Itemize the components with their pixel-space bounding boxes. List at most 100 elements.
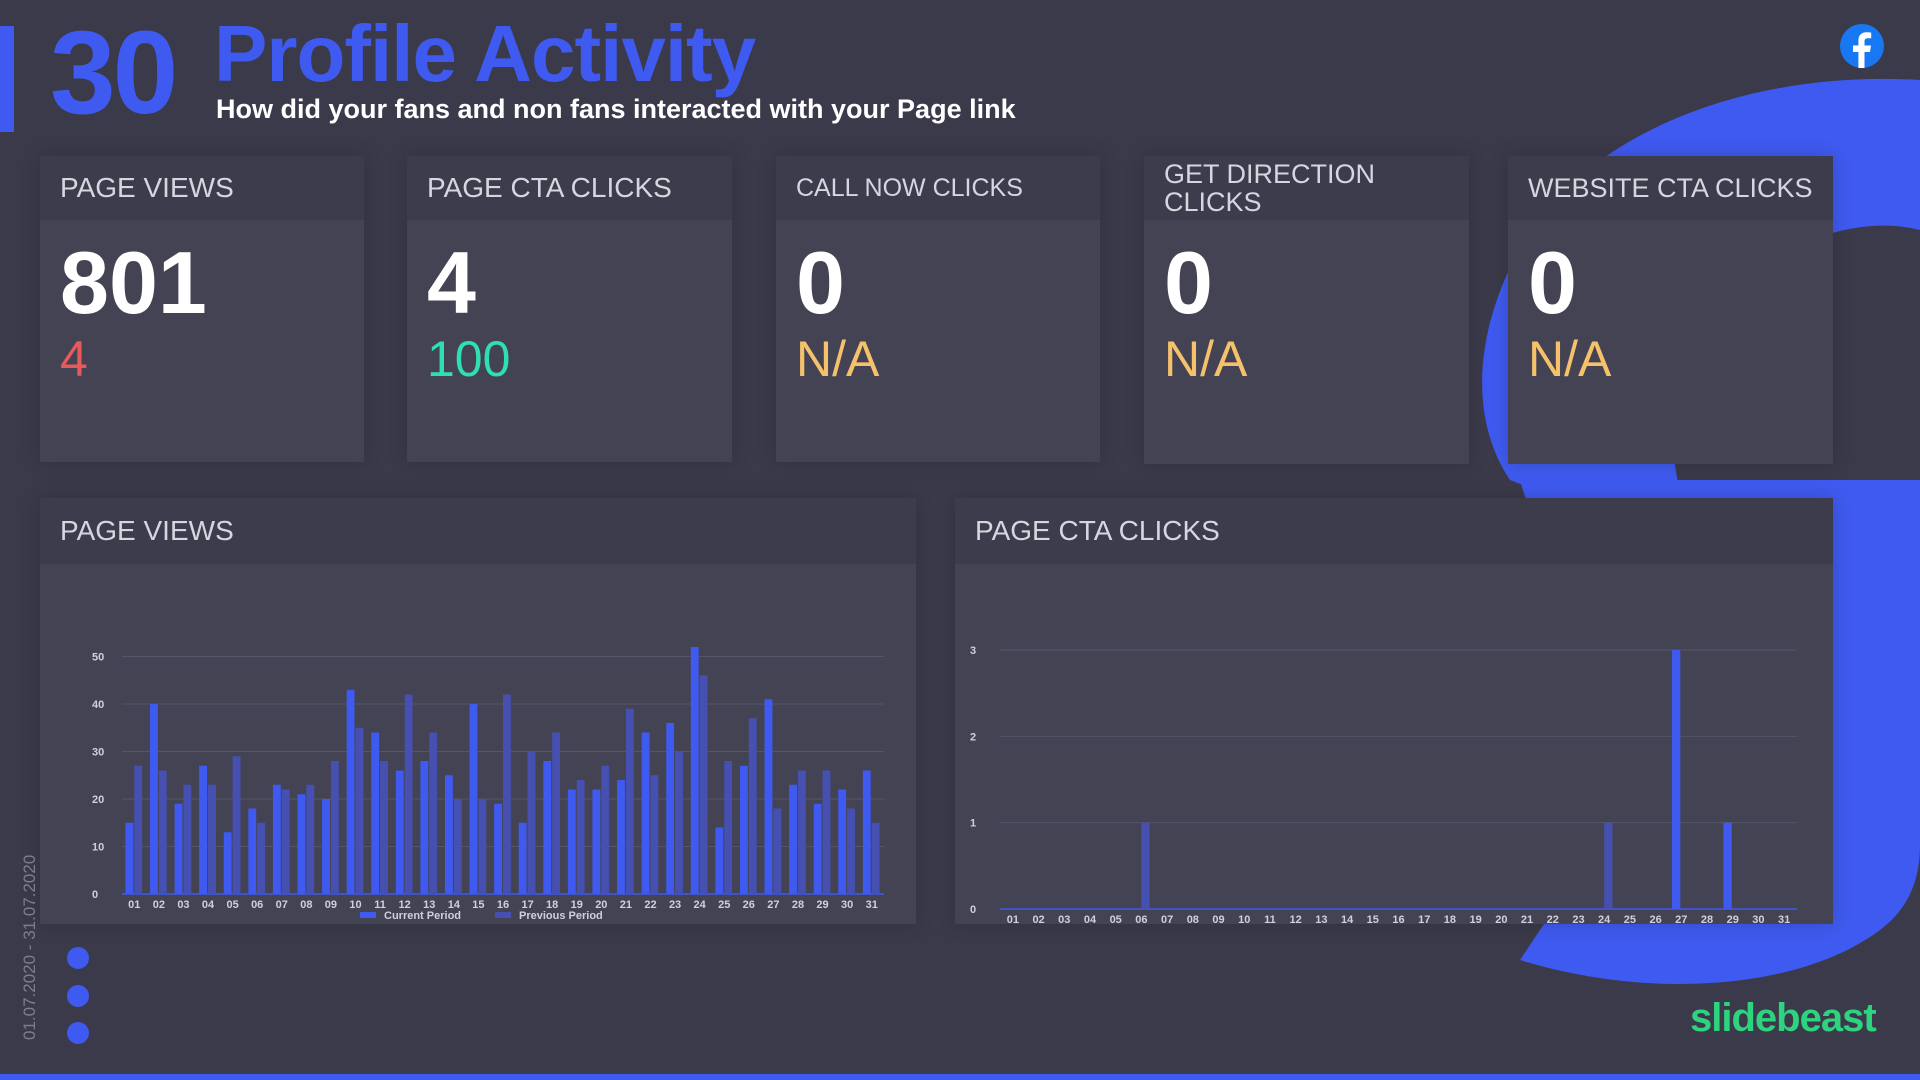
y-tick-label: 10 [92,842,104,854]
x-tick-label: 13 [423,899,435,911]
x-tick-label: 11 [1264,914,1276,924]
bar-previous-period[interactable] [330,761,339,894]
nav-dot[interactable] [67,985,89,1007]
x-tick-label: 12 [399,899,411,911]
bar-previous-period[interactable] [724,761,733,894]
bar-current-period[interactable] [789,784,797,894]
bar-previous-period[interactable] [797,770,806,895]
kpi-label: PAGE CTA CLICKS [407,156,732,220]
bar-previous-period[interactable] [1604,822,1613,909]
bar-current-period[interactable] [715,827,724,895]
bar-current-period[interactable] [567,789,576,895]
bar-previous-period[interactable] [1141,822,1150,909]
kpi-label: WEBSITE CTA CLICKS [1508,156,1833,220]
bar-previous-period[interactable] [748,718,757,894]
bar-current-period[interactable] [223,832,232,894]
bar-current-period[interactable] [322,799,330,894]
bar-current-period[interactable] [297,794,306,894]
bar-previous-period[interactable] [355,727,364,894]
bar-previous-period[interactable] [404,694,413,895]
accent-bar [0,26,14,132]
bottom-accent-line [0,1074,1920,1080]
bar-current-period[interactable] [469,704,478,894]
bar-previous-period[interactable] [158,770,167,895]
bar-current-period[interactable] [1723,822,1732,909]
x-tick-label: 01 [128,899,140,911]
kpi-value: 0 [1164,233,1213,332]
bar-previous-period[interactable] [232,756,241,894]
bar-previous-period[interactable] [503,694,511,895]
bar-previous-period[interactable] [576,780,585,894]
bar-current-period[interactable] [666,723,675,894]
legend-label[interactable]: Previous Period [519,910,603,922]
nav-dot[interactable] [67,1022,89,1044]
bar-current-period[interactable] [518,822,527,894]
bar-current-period[interactable] [395,770,404,895]
kpi-change: 100 [427,331,511,387]
legend-swatch [360,912,376,918]
bar-previous-period[interactable] [453,799,462,894]
bar-previous-period[interactable] [675,751,683,895]
bar-current-period[interactable] [1672,650,1681,909]
y-tick-label: 40 [92,699,104,711]
bar-previous-period[interactable] [773,808,782,895]
bar-current-period[interactable] [543,761,552,894]
bar-previous-period[interactable] [847,808,855,895]
bar-previous-period[interactable] [134,765,143,894]
y-tick-label: 30 [92,747,104,759]
x-tick-label: 11 [374,899,386,911]
bar-current-period[interactable] [272,784,281,894]
bar-previous-period[interactable] [306,784,315,894]
bar-previous-period[interactable] [429,732,438,895]
bar-previous-period[interactable] [601,765,610,894]
bar-previous-period[interactable] [822,770,831,895]
facebook-icon[interactable] [1840,24,1884,68]
bar-current-period[interactable] [690,647,699,894]
bar-current-period[interactable] [641,732,650,895]
bar-current-period[interactable] [838,789,847,895]
bar-previous-period[interactable] [552,732,561,895]
kpi-change: N/A [796,331,880,387]
bar-current-period[interactable] [739,765,748,894]
bar-current-period[interactable] [371,732,380,895]
bar-previous-period[interactable] [208,784,216,894]
bar-current-period[interactable] [862,770,871,895]
bar-current-period[interactable] [125,822,134,894]
x-tick-label: 30 [1752,914,1764,924]
bar-current-period[interactable] [248,808,257,895]
bar-previous-period[interactable] [871,822,880,894]
bar-previous-period[interactable] [650,775,659,894]
x-tick-label: 29 [816,899,828,911]
x-tick-label: 15 [472,899,484,911]
bar-current-period[interactable] [592,789,601,895]
bar-current-period[interactable] [420,761,429,894]
bar-current-period[interactable] [150,704,158,894]
bar-previous-period[interactable] [257,822,266,894]
bar-previous-period[interactable] [478,799,487,894]
x-tick-label: 17 [521,899,533,911]
bar-current-period[interactable] [444,775,453,894]
bar-current-period[interactable] [174,803,183,894]
bar-previous-period[interactable] [281,789,290,895]
bar-current-period[interactable] [764,699,773,894]
bar-previous-period[interactable] [380,761,388,894]
bar-previous-period[interactable] [625,708,634,894]
bar-current-period[interactable] [494,803,502,894]
x-tick-label: 19 [1470,914,1482,924]
nav-dot[interactable] [67,947,89,969]
x-tick-label: 22 [644,899,656,911]
legend-label[interactable]: Current Period [384,910,461,922]
bar-previous-period[interactable] [527,751,536,895]
bar-current-period[interactable] [617,780,625,894]
kpi-card-page-views: PAGE VIEWS 801 4 [40,156,364,462]
x-tick-label: 17 [1418,914,1430,924]
bar-current-period[interactable] [346,689,355,894]
x-tick-label: 09 [325,899,337,911]
bar-current-period[interactable] [813,803,822,894]
bar-previous-period[interactable] [699,675,708,895]
bar-current-period[interactable] [199,765,208,894]
page-views-chart: 0 10 20 30 40 50 01 02 03 04 05 06 07 08 09 10 11 12 13 14 1… [92,647,884,922]
bar-previous-period[interactable] [183,784,192,894]
x-tick-label: 26 [1649,914,1661,924]
